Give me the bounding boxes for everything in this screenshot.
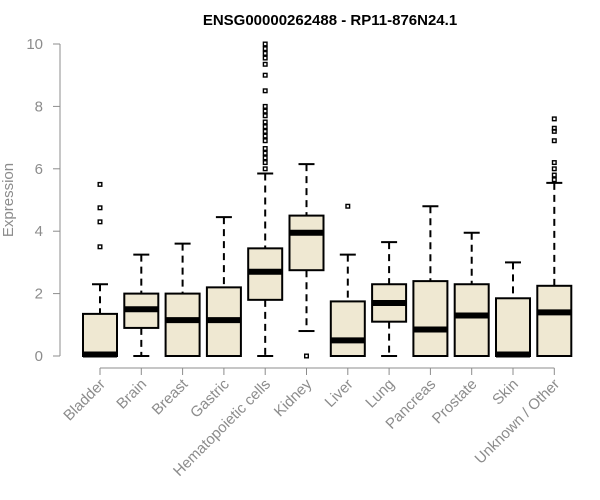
outlier-point: [97, 244, 103, 250]
outlier-point: [551, 177, 557, 183]
y-axis: 0 2 4 6 8 10: [26, 36, 61, 365]
outlier-point: [262, 150, 268, 156]
outlier-point: [262, 128, 268, 134]
outlier-point: [262, 133, 268, 139]
outlier-point: [262, 155, 268, 161]
outlier-point: [262, 138, 268, 144]
y-tick-label: 10: [26, 36, 43, 53]
box-group: [371, 241, 408, 357]
box: [82, 312, 118, 358]
outlier-point: [262, 160, 268, 166]
x-tick-label: Kidney: [271, 375, 316, 420]
y-tick-label: 2: [35, 286, 43, 303]
box-group: [453, 231, 490, 357]
y-tick-label: 0: [35, 348, 43, 365]
box-group: [412, 205, 449, 357]
box: [412, 280, 449, 357]
outlier-point: [97, 219, 103, 225]
outlier-point: [262, 119, 268, 125]
box-group: [205, 216, 242, 357]
outlier-point: [551, 166, 557, 172]
outlier-point: [262, 72, 268, 78]
outlier-point: [262, 166, 268, 172]
outlier-point: [551, 160, 557, 166]
box: [453, 283, 490, 357]
outlier-point: [345, 203, 351, 209]
box: [536, 284, 573, 357]
box-group: [123, 253, 160, 357]
x-tick-label: Liver: [322, 376, 357, 411]
outlier-point: [262, 103, 268, 109]
box-group: [288, 163, 325, 359]
outlier-point: [262, 41, 268, 47]
chart-title: ENSG00000262488 - RP11-876N24.1: [203, 12, 457, 29]
outlier-point: [262, 55, 268, 61]
outlier-point: [551, 116, 557, 122]
x-tick-label: Prostate: [429, 376, 481, 428]
x-tick-label: Brain: [113, 376, 150, 413]
outlier-point: [97, 205, 103, 211]
y-tick-label: 8: [35, 98, 43, 115]
outlier-point: [304, 353, 310, 359]
box: [329, 300, 366, 357]
box-group: [495, 261, 531, 358]
outlier-point: [262, 50, 268, 56]
outlier-point: [262, 113, 268, 119]
outlier-point: [551, 138, 557, 144]
box-group: [82, 181, 118, 358]
box: [164, 292, 201, 358]
x-tick-label: Breast: [149, 375, 192, 418]
x-tick-label: Skin: [489, 376, 522, 409]
outlier-point: [551, 172, 557, 178]
outlier-point: [262, 108, 268, 114]
x-tick-label: Bladder: [60, 376, 109, 425]
box-group: [329, 203, 366, 357]
outlier-point: [262, 61, 268, 67]
outlier-point: [97, 181, 103, 187]
outlier-point: [262, 124, 268, 130]
box-group: [247, 41, 284, 357]
outlier-point: [262, 88, 268, 94]
box: [288, 214, 325, 272]
box: [495, 297, 531, 357]
x-tick-label: Lung: [362, 376, 398, 412]
y-tick-label: 6: [35, 161, 43, 178]
box-group: [164, 242, 201, 358]
plot-area: [82, 41, 573, 359]
outlier-point: [262, 146, 268, 152]
y-axis-label: Expression: [0, 163, 17, 237]
outlier-point: [551, 125, 557, 131]
y-tick-label: 4: [35, 223, 43, 240]
box-group: [536, 116, 573, 357]
outlier-point: [262, 46, 268, 52]
